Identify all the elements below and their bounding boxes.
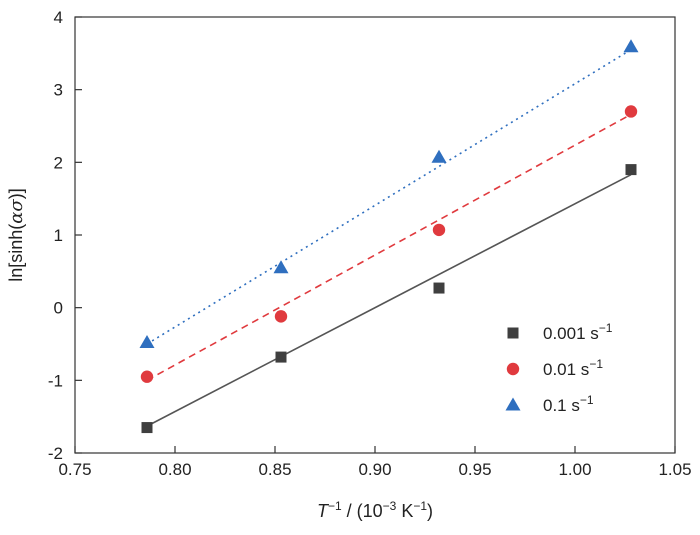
x-tick-label: 0.90 <box>358 460 391 479</box>
legend-label-1: 0.01 s−1 <box>543 357 603 379</box>
x-tick-label: 0.80 <box>158 460 191 479</box>
data-point-series-2 <box>623 39 639 53</box>
y-tick-label: 1 <box>54 226 63 245</box>
legend-marker-0 <box>507 327 519 339</box>
y-tick-label: 2 <box>54 153 63 172</box>
data-point-series-1 <box>274 310 288 323</box>
data-point-series-0 <box>141 422 153 434</box>
x-tick-label: 1.05 <box>658 460 691 479</box>
y-tick-label: 4 <box>54 8 63 27</box>
y-tick-label: 3 <box>54 81 63 100</box>
fit-lines <box>146 49 632 427</box>
x-tick-label: 0.75 <box>58 460 91 479</box>
y-tick-label: -2 <box>48 444 63 463</box>
data-point-series-0 <box>625 164 637 176</box>
data-point-series-2 <box>431 149 447 163</box>
x-tick-label: 0.95 <box>458 460 491 479</box>
x-axis-title: T−1 / (10−3 K−1) <box>317 499 433 521</box>
data-points <box>139 39 639 434</box>
legend-label-0: 0.001 s−1 <box>543 321 613 343</box>
x-tick-label: 0.85 <box>258 460 291 479</box>
axis-ticks: 0.75 0.80 0.85 0.90 0.95 1.00 1.05 -2 -1 0 1 2 3 4 <box>48 8 692 479</box>
x-tick-label: 1.00 <box>558 460 591 479</box>
plot-frame <box>74 16 676 454</box>
legend: 0.001 s−1 0.01 s−1 0.1 s−1 <box>505 321 613 415</box>
data-point-series-1 <box>140 370 154 383</box>
data-point-series-2 <box>273 260 289 274</box>
data-point-series-0 <box>433 282 445 294</box>
y-tick-label: -1 <box>48 371 63 390</box>
legend-marker-2 <box>505 397 521 411</box>
fit-line-series-2 <box>146 49 632 345</box>
fit-line-series-0 <box>146 173 632 427</box>
y-axis-title: ln[sinh(ασ)] <box>6 188 27 281</box>
legend-label-2: 0.1 s−1 <box>543 393 594 415</box>
data-point-series-1 <box>432 223 446 237</box>
data-point-series-1 <box>624 105 638 118</box>
fit-line-series-1 <box>146 113 632 382</box>
legend-marker-1 <box>506 362 520 376</box>
y-tick-label: 0 <box>54 299 63 318</box>
data-point-series-0 <box>275 351 287 363</box>
data-point-series-2 <box>139 335 155 349</box>
